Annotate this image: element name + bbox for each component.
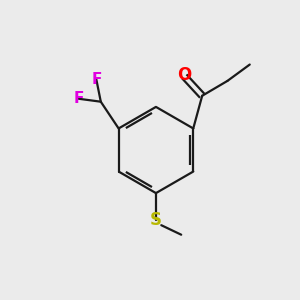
Text: F: F: [91, 72, 101, 87]
Text: S: S: [150, 211, 162, 229]
Text: O: O: [177, 66, 191, 84]
Text: F: F: [73, 91, 84, 106]
